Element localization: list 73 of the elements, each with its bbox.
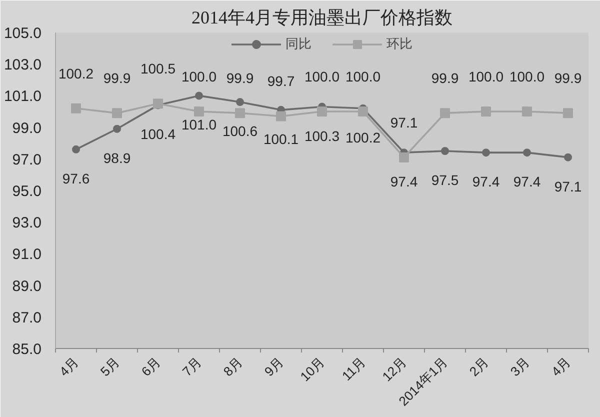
data-label: 100.2 — [58, 65, 94, 82]
x-tick-label: 2月 — [466, 354, 492, 380]
point — [481, 106, 491, 116]
point — [564, 153, 572, 162]
data-label: 100.0 — [468, 68, 504, 84]
point — [71, 103, 81, 114]
x-tick-label: 8月 — [220, 354, 246, 380]
point — [482, 148, 490, 157]
data-label: 101.0 — [181, 116, 217, 133]
x-tick-label: 6月 — [138, 354, 164, 380]
point — [194, 106, 204, 116]
data-label: 97.1 — [554, 178, 582, 194]
y-tick-label: 99.0 — [12, 120, 42, 137]
data-label: 100.6 — [222, 123, 258, 140]
data-label: 99.9 — [431, 70, 459, 86]
x-tick-label: 10月 — [297, 354, 328, 384]
y-tick-label: 89.0 — [12, 278, 42, 295]
y-tick-label: 105.0 — [4, 25, 42, 42]
data-label: 99.9 — [226, 70, 254, 86]
data-label: 97.4 — [513, 174, 541, 190]
chart-title: 2014年4月专用油墨出厂价格指数 — [192, 8, 452, 28]
data-label: 97.4 — [390, 174, 418, 190]
point — [358, 106, 368, 116]
y-tick-label: 93.0 — [12, 214, 42, 232]
y-tick-label: 95.0 — [12, 183, 42, 200]
data-label: 98.9 — [103, 150, 131, 166]
data-label: 99.7 — [267, 73, 295, 90]
x-tick-label: 4月 — [56, 354, 82, 380]
data-label: 100.0 — [509, 68, 545, 84]
point — [441, 147, 449, 155]
legend-label: 环比 — [386, 35, 412, 53]
legend-label: 同比 — [286, 35, 312, 53]
x-tick-label: 11月 — [338, 354, 368, 384]
data-label: 100.4 — [140, 126, 176, 142]
y-tick-label: 91.0 — [12, 246, 42, 264]
x-tick-label: 3月 — [507, 354, 532, 380]
point — [563, 108, 573, 118]
point — [523, 148, 531, 157]
data-label: 97.1 — [390, 114, 418, 130]
data-label: 99.9 — [554, 70, 582, 86]
point — [153, 98, 163, 109]
data-label: 100.2 — [345, 129, 381, 146]
data-label: 100.0 — [181, 68, 217, 84]
point — [72, 145, 80, 154]
x-tick-label: 5月 — [97, 354, 122, 380]
point — [317, 106, 327, 116]
y-tick-label: 103.0 — [4, 56, 42, 74]
point — [522, 106, 532, 116]
data-label: 97.4 — [472, 174, 500, 190]
data-label: 100.3 — [304, 128, 340, 144]
point — [112, 108, 122, 118]
data-label: 100.5 — [140, 60, 176, 77]
y-tick-label: 85.0 — [12, 341, 42, 358]
y-tick-label: 97.0 — [12, 151, 42, 168]
data-label: 97.5 — [431, 172, 459, 188]
x-tick-label: 4月 — [548, 354, 574, 380]
point — [276, 111, 286, 122]
y-tick-label: 87.0 — [12, 309, 42, 326]
point — [113, 124, 121, 133]
point — [235, 108, 245, 118]
point — [440, 108, 450, 118]
point — [195, 92, 203, 100]
x-tick-label: 9月 — [261, 354, 286, 380]
data-label: 100.1 — [263, 130, 299, 147]
y-tick-label: 101.0 — [4, 88, 42, 106]
point — [399, 152, 409, 162]
data-label: 97.6 — [62, 170, 90, 186]
data-label: 100.0 — [304, 68, 340, 84]
point — [236, 98, 244, 106]
x-tick-label: 7月 — [179, 354, 204, 380]
x-tick-label: 12月 — [379, 354, 410, 384]
data-label: 99.9 — [103, 70, 131, 86]
data-label: 100.0 — [345, 68, 381, 84]
